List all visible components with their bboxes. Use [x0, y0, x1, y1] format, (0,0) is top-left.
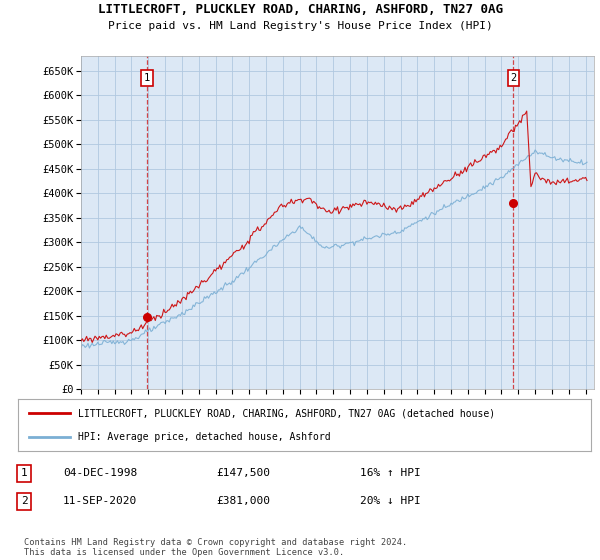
Text: LITTLECROFT, PLUCKLEY ROAD, CHARING, ASHFORD, TN27 0AG (detached house): LITTLECROFT, PLUCKLEY ROAD, CHARING, ASH…	[78, 408, 495, 418]
Text: 04-DEC-1998: 04-DEC-1998	[63, 468, 137, 478]
Text: £147,500: £147,500	[216, 468, 270, 478]
Text: Price paid vs. HM Land Registry's House Price Index (HPI): Price paid vs. HM Land Registry's House …	[107, 21, 493, 31]
Text: 2: 2	[20, 496, 28, 506]
Text: £381,000: £381,000	[216, 496, 270, 506]
Text: 16% ↑ HPI: 16% ↑ HPI	[360, 468, 421, 478]
Text: LITTLECROFT, PLUCKLEY ROAD, CHARING, ASHFORD, TN27 0AG: LITTLECROFT, PLUCKLEY ROAD, CHARING, ASH…	[97, 3, 503, 16]
Text: 1: 1	[20, 468, 28, 478]
Text: Contains HM Land Registry data © Crown copyright and database right 2024.
This d: Contains HM Land Registry data © Crown c…	[24, 538, 407, 557]
Text: 1: 1	[144, 73, 150, 83]
Text: 11-SEP-2020: 11-SEP-2020	[63, 496, 137, 506]
Text: 20% ↓ HPI: 20% ↓ HPI	[360, 496, 421, 506]
Text: HPI: Average price, detached house, Ashford: HPI: Average price, detached house, Ashf…	[78, 432, 331, 442]
Text: 2: 2	[510, 73, 517, 83]
